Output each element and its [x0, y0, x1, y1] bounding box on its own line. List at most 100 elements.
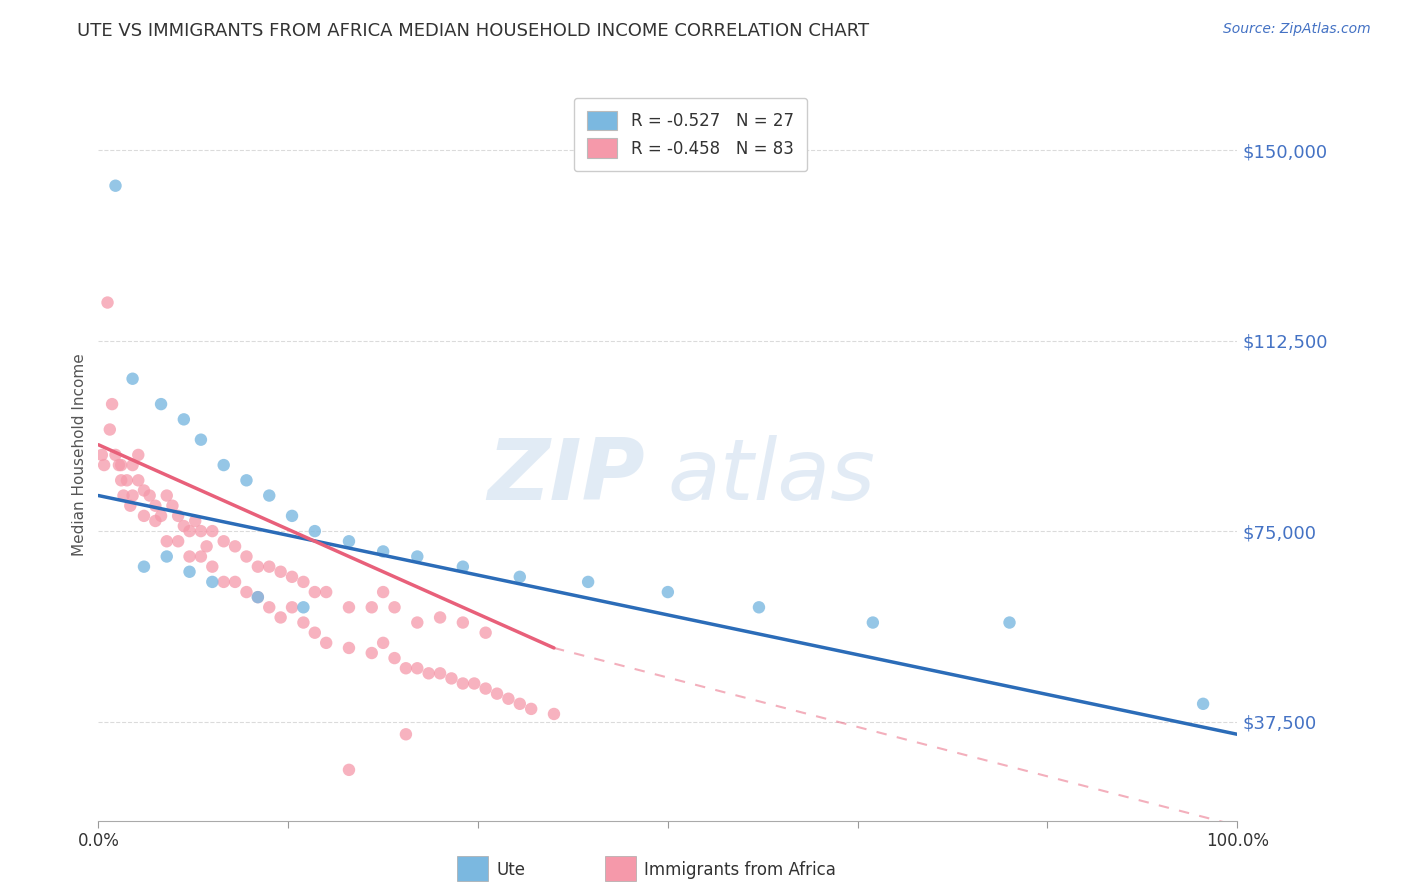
Point — [96, 295, 118, 310]
Point — [156, 489, 179, 503]
Point — [132, 508, 155, 523]
Point — [395, 727, 418, 741]
Point — [145, 514, 167, 528]
Point — [235, 549, 257, 564]
Point — [451, 559, 474, 574]
Point — [104, 448, 127, 462]
Point — [162, 499, 184, 513]
Point — [259, 489, 281, 503]
Text: Ute: Ute — [496, 861, 526, 879]
Point — [108, 458, 131, 472]
Point — [132, 483, 155, 498]
Point — [440, 672, 463, 686]
Text: Immigrants from Africa: Immigrants from Africa — [644, 861, 835, 879]
Point — [281, 570, 304, 584]
Point — [281, 600, 304, 615]
Point — [270, 610, 292, 624]
Point — [1192, 697, 1215, 711]
Point — [115, 473, 138, 487]
Point — [121, 372, 143, 386]
Point — [292, 615, 315, 630]
Point — [304, 585, 326, 599]
Point — [145, 499, 167, 513]
Point — [246, 590, 269, 604]
Point — [371, 636, 394, 650]
Legend: R = -0.527   N = 27, R = -0.458   N = 83: R = -0.527 N = 27, R = -0.458 N = 83 — [574, 97, 807, 171]
Point — [486, 687, 509, 701]
Point — [406, 661, 429, 675]
Point — [150, 397, 173, 411]
Point — [304, 524, 326, 538]
Point — [270, 565, 292, 579]
Point — [384, 600, 406, 615]
Point — [120, 499, 142, 513]
Point — [195, 539, 218, 553]
Point — [93, 458, 115, 472]
Point — [132, 559, 155, 574]
Point — [156, 534, 179, 549]
Point — [292, 600, 315, 615]
Point — [184, 514, 207, 528]
Point — [315, 585, 337, 599]
Point — [451, 615, 474, 630]
Point — [167, 534, 190, 549]
Point — [360, 646, 382, 660]
Point — [520, 702, 543, 716]
Point — [179, 524, 201, 538]
Point — [281, 508, 304, 523]
Point — [110, 458, 132, 472]
Point — [190, 549, 212, 564]
Point — [224, 574, 246, 589]
Point — [190, 433, 212, 447]
Point — [474, 625, 496, 640]
Point — [179, 565, 201, 579]
Point — [543, 706, 565, 721]
Point — [406, 615, 429, 630]
Point — [104, 178, 127, 193]
Point — [212, 574, 235, 589]
Point — [576, 574, 599, 589]
Point — [98, 423, 121, 437]
Point — [259, 559, 281, 574]
Point — [371, 585, 394, 599]
Point — [315, 636, 337, 650]
Point — [173, 412, 195, 426]
Point — [201, 559, 224, 574]
Point — [121, 458, 143, 472]
Point — [101, 397, 124, 411]
Y-axis label: Median Household Income: Median Household Income — [72, 353, 87, 557]
Point — [998, 615, 1021, 630]
Point — [371, 544, 394, 558]
Point — [406, 549, 429, 564]
Point — [862, 615, 884, 630]
Point — [748, 600, 770, 615]
Point — [190, 524, 212, 538]
Point — [474, 681, 496, 696]
Point — [138, 489, 160, 503]
Point — [451, 676, 474, 690]
Point — [201, 524, 224, 538]
Point — [121, 489, 143, 503]
Point — [90, 448, 112, 462]
Point — [179, 549, 201, 564]
Point — [201, 574, 224, 589]
Point — [395, 661, 418, 675]
Point — [235, 585, 257, 599]
Text: Source: ZipAtlas.com: Source: ZipAtlas.com — [1223, 22, 1371, 37]
Point — [235, 473, 257, 487]
Point — [127, 473, 149, 487]
Point — [657, 585, 679, 599]
Point — [509, 570, 531, 584]
Point — [246, 590, 269, 604]
Point — [429, 610, 451, 624]
Point — [156, 549, 179, 564]
Text: ZIP: ZIP — [488, 435, 645, 518]
Point — [498, 691, 520, 706]
Point — [173, 519, 195, 533]
Point — [224, 539, 246, 553]
Point — [150, 508, 173, 523]
Text: UTE VS IMMIGRANTS FROM AFRICA MEDIAN HOUSEHOLD INCOME CORRELATION CHART: UTE VS IMMIGRANTS FROM AFRICA MEDIAN HOU… — [77, 22, 869, 40]
Point — [337, 600, 360, 615]
Point — [360, 600, 382, 615]
Point — [429, 666, 451, 681]
